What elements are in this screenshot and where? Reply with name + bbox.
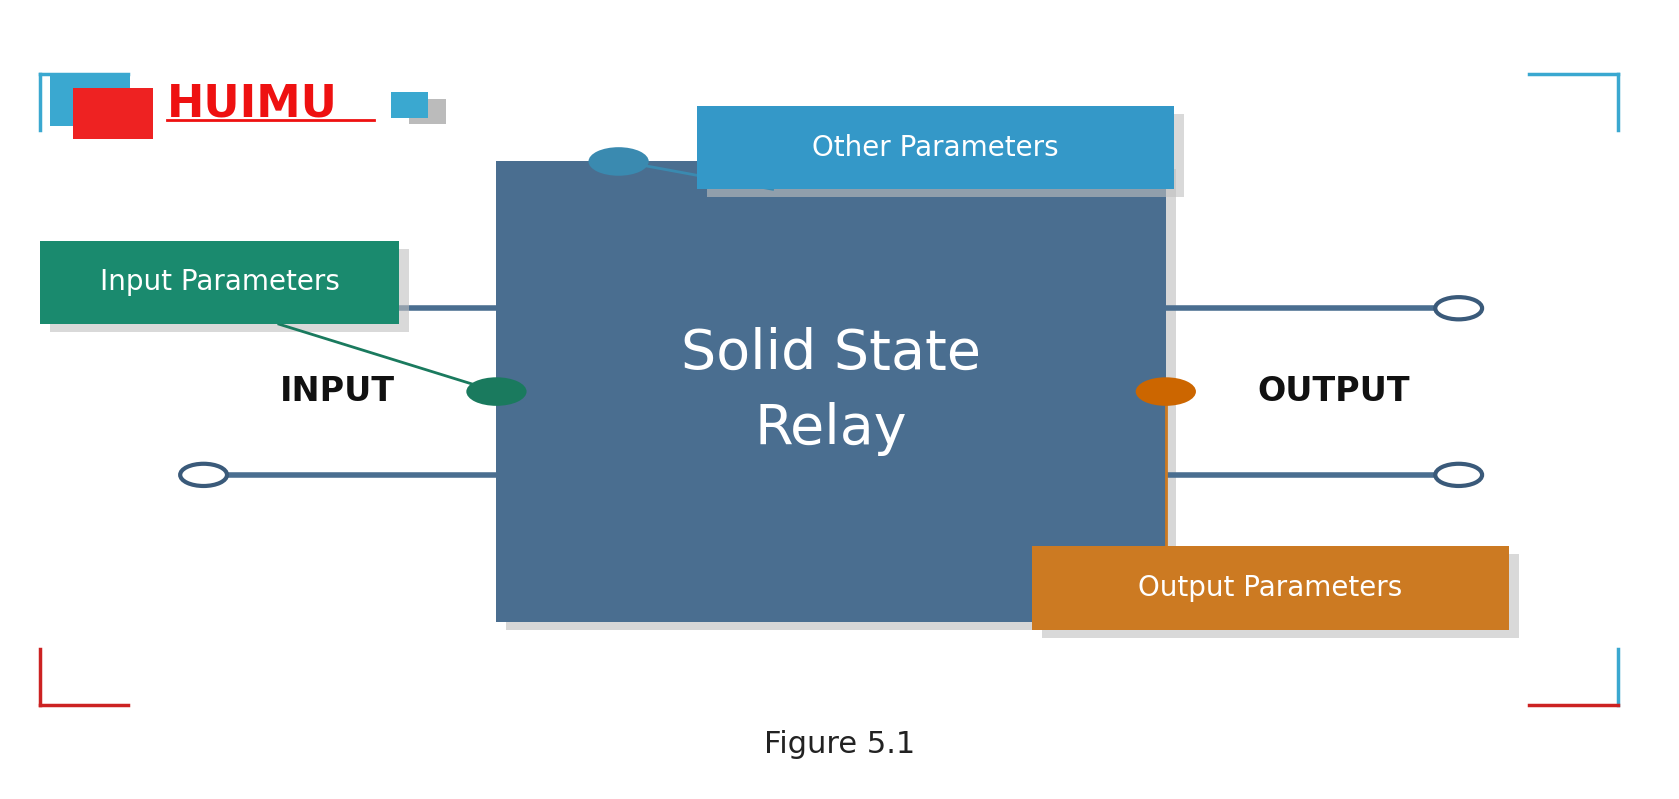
Text: Solid State
Relay: Solid State Relay xyxy=(682,327,981,456)
FancyBboxPatch shape xyxy=(74,88,153,139)
FancyBboxPatch shape xyxy=(391,93,428,117)
FancyBboxPatch shape xyxy=(410,99,447,124)
Text: HUIMU: HUIMU xyxy=(166,83,337,125)
FancyBboxPatch shape xyxy=(707,114,1184,197)
FancyBboxPatch shape xyxy=(50,248,410,332)
Circle shape xyxy=(467,377,527,406)
Circle shape xyxy=(180,297,227,320)
FancyBboxPatch shape xyxy=(1033,547,1509,630)
Circle shape xyxy=(180,463,227,486)
Circle shape xyxy=(1135,377,1195,406)
FancyBboxPatch shape xyxy=(507,169,1175,630)
Circle shape xyxy=(1436,463,1483,486)
Text: OUTPUT: OUTPUT xyxy=(1258,375,1409,408)
Text: INPUT: INPUT xyxy=(280,375,395,408)
Circle shape xyxy=(588,147,648,176)
FancyBboxPatch shape xyxy=(40,240,400,324)
FancyBboxPatch shape xyxy=(50,74,129,125)
FancyBboxPatch shape xyxy=(697,106,1174,189)
FancyBboxPatch shape xyxy=(1043,555,1519,638)
Circle shape xyxy=(1436,297,1483,320)
Text: Output Parameters: Output Parameters xyxy=(1138,574,1402,602)
FancyBboxPatch shape xyxy=(497,161,1165,622)
Text: Figure 5.1: Figure 5.1 xyxy=(764,730,915,759)
Text: Input Parameters: Input Parameters xyxy=(99,268,339,296)
Text: Other Parameters: Other Parameters xyxy=(813,133,1059,161)
